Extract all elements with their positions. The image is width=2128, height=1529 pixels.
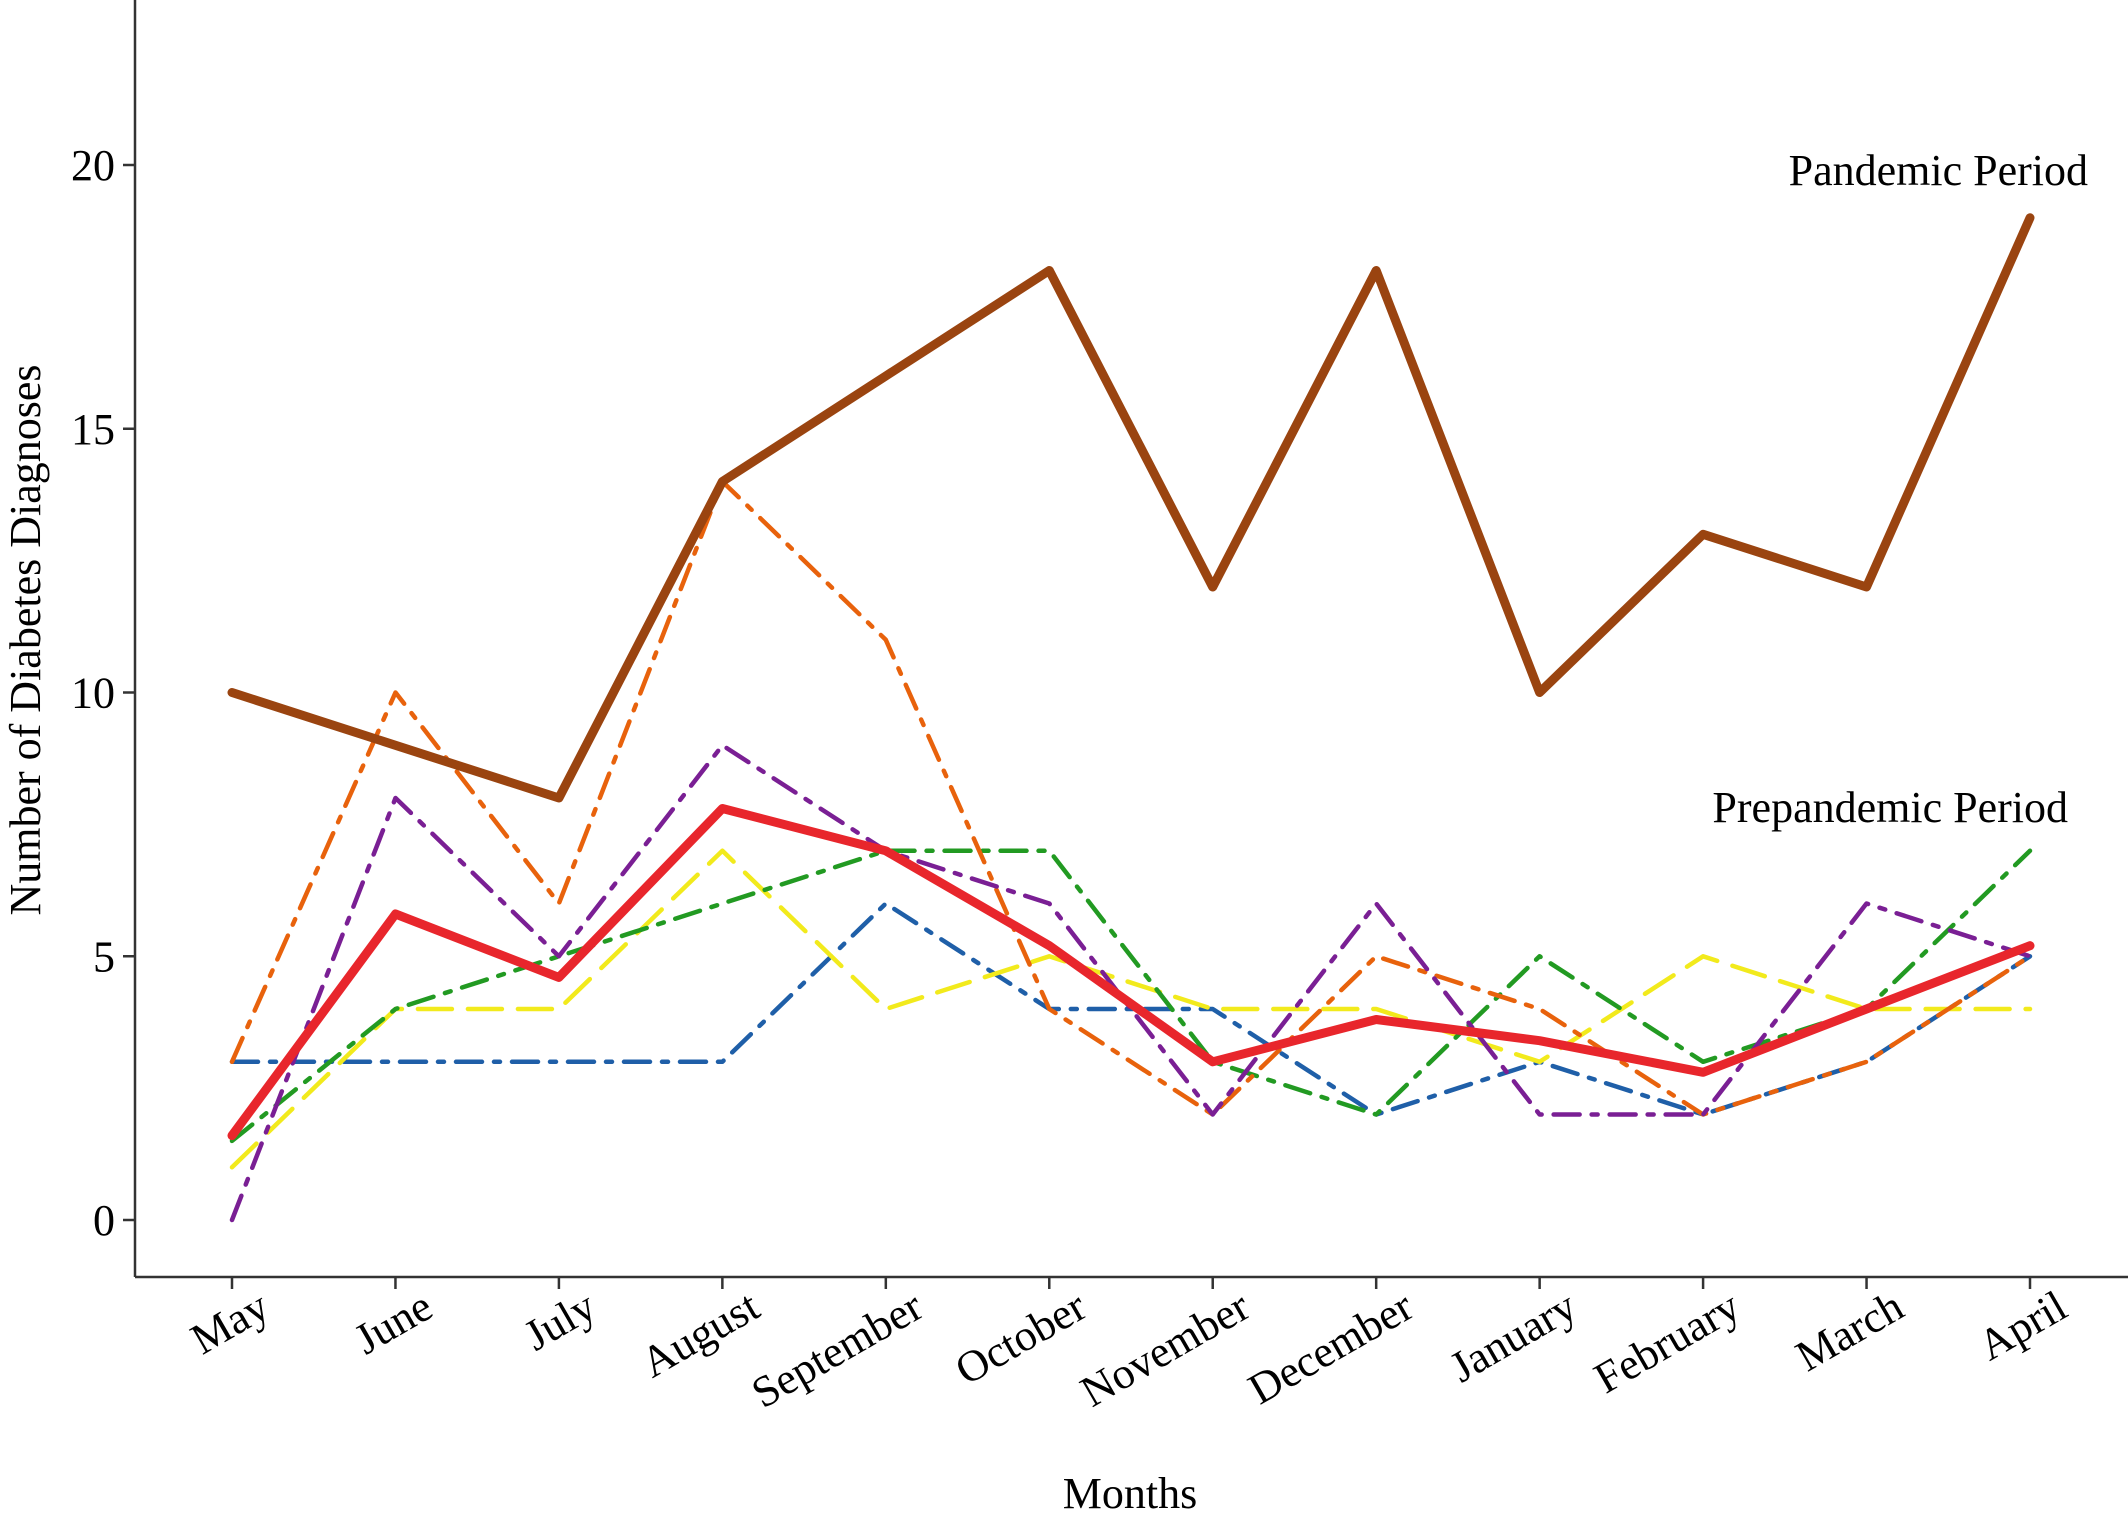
y-tick-label: 20: [71, 141, 115, 190]
y-tick-label: 15: [71, 405, 115, 454]
series-line-prepandemic-yellow: [229, 848, 2033, 1170]
x-tick-label: November: [1072, 1281, 1258, 1416]
x-axis-title: Months: [1063, 1469, 1197, 1518]
x-tick-label: January: [1442, 1281, 1585, 1392]
x-tick-label: April: [1970, 1281, 2075, 1370]
x-tick-label: September: [743, 1281, 931, 1418]
x-tick-label: March: [1788, 1281, 1912, 1381]
annotation-pandemic: Pandemic Period: [1789, 146, 2088, 195]
x-tick-label: July: [516, 1281, 604, 1360]
x-tick-label: December: [1240, 1281, 1421, 1414]
series-line-prepandemic-orange: [229, 479, 2033, 1117]
x-tick-label: August: [633, 1281, 768, 1387]
y-tick-label: 0: [93, 1196, 115, 1245]
series-line-prepandemic-mean: [227, 804, 2035, 1141]
series-layer: [227, 213, 2035, 1223]
annotation-prepandemic-mean: Prepandemic Period: [1712, 783, 2068, 832]
y-tick-label: 10: [71, 669, 115, 718]
x-tick-label: May: [183, 1281, 277, 1364]
x-tick-label: February: [1586, 1281, 1748, 1403]
x-tick-label: June: [346, 1281, 440, 1364]
series-line-prepandemic-purple: [229, 743, 2033, 1223]
x-tick-label: October: [947, 1281, 1095, 1394]
series-line-pandemic: [227, 213, 2035, 803]
y-tick-label: 5: [93, 932, 115, 981]
y-axis-title: Number of Diabetes Diagnoses: [1, 364, 50, 915]
axes-layer: [123, 0, 2128, 1289]
